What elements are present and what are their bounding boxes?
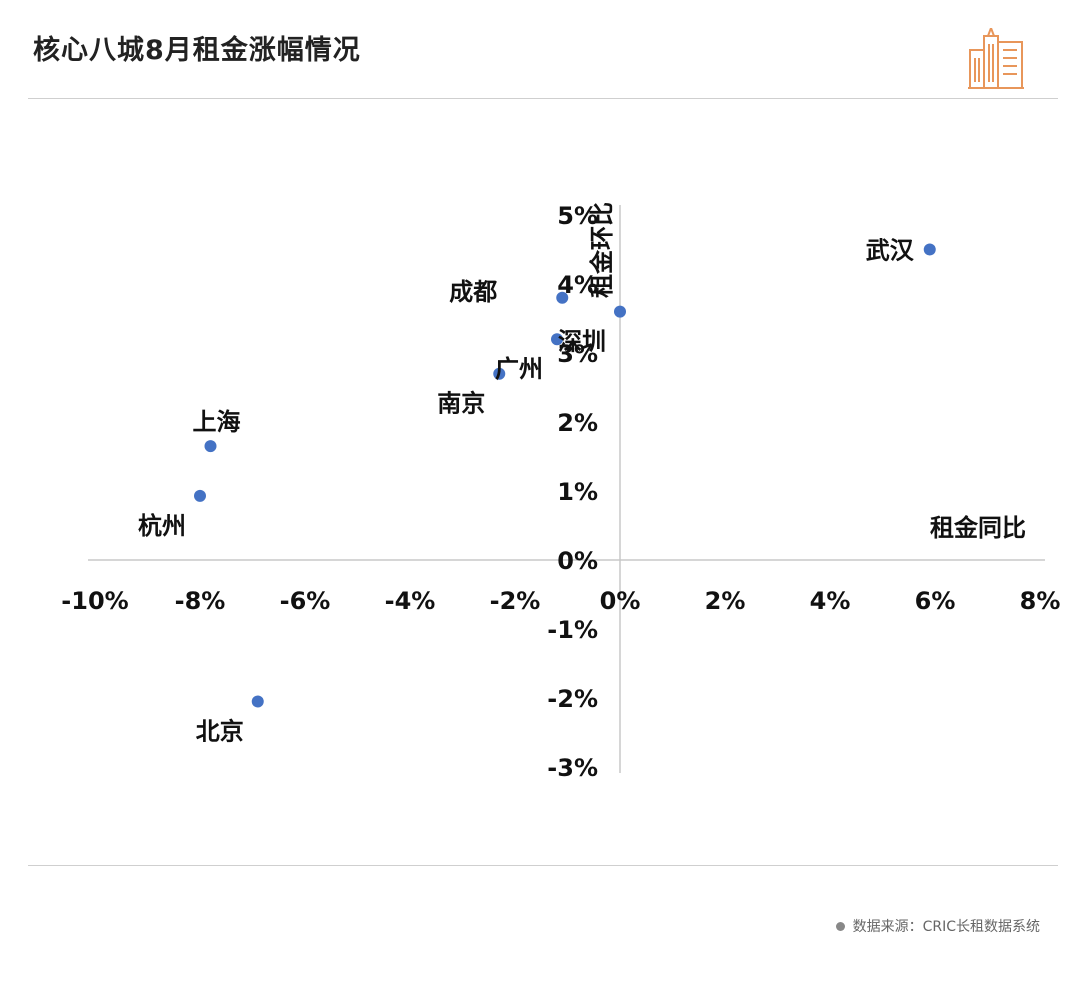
axes [88, 205, 1045, 773]
y-tick-label: 1% [557, 478, 598, 506]
building-icon [968, 28, 1024, 89]
y-tick-label: 2% [557, 409, 598, 437]
x-tick-label: 6% [915, 587, 956, 615]
y-tick-label: 0% [557, 547, 598, 575]
x-axis-title: 租金同比 [930, 514, 1026, 542]
data-label: 成都 [449, 278, 497, 306]
y-tick-label: 3% [557, 340, 598, 368]
data-source-text: 数据来源：CRIC长租数据系统 [852, 919, 1040, 935]
x-tick-label: 4% [810, 587, 851, 615]
x-tick-label: -8% [175, 587, 226, 615]
y-axis-title: 租金环比 [588, 202, 616, 298]
y-tick-label: -1% [547, 616, 598, 644]
data-point [493, 367, 506, 380]
x-tick-label: 2% [705, 587, 746, 615]
data-label: 南京 [437, 390, 485, 418]
x-tick-label: 8% [1020, 587, 1061, 615]
data-point [614, 305, 626, 318]
data-label: 广州 [495, 355, 543, 383]
x-tick-label: -2% [490, 587, 541, 615]
y-tick-label: -3% [547, 754, 598, 782]
y-tick-label: -2% [547, 685, 598, 713]
y-tick-label: 5% [557, 202, 598, 230]
x-tick-label: -4% [385, 587, 436, 615]
data-label: 深圳 [558, 328, 606, 356]
data-label: 杭州 [138, 512, 186, 540]
data-point [251, 695, 264, 708]
data-point [923, 243, 936, 256]
page-title: 核心八城8月租金涨幅情况 [33, 35, 361, 66]
data-point [194, 489, 206, 502]
data-source: 数据来源：CRIC长租数据系统 [835, 916, 1040, 936]
x-tick-label: -10% [61, 587, 128, 615]
data-points [194, 243, 936, 708]
data-label: 上海 [193, 408, 241, 436]
header: 核心八城8月租金涨幅情况 [0, 0, 1080, 100]
x-tick-label: -6% [280, 587, 331, 615]
data-label: 北京 [196, 717, 244, 745]
bullet-icon [835, 921, 845, 931]
data-point [204, 440, 217, 453]
x-tick-label: 0% [600, 587, 641, 615]
header-divider [28, 98, 1058, 99]
data-label: 武汉 [866, 237, 915, 265]
footer-divider [28, 865, 1058, 866]
data-point [551, 333, 563, 346]
data-point [556, 291, 569, 304]
x-tick-labels: -10% -8% -6% -4% -2% 0% 2% 4% 6% 8% [61, 587, 1060, 615]
